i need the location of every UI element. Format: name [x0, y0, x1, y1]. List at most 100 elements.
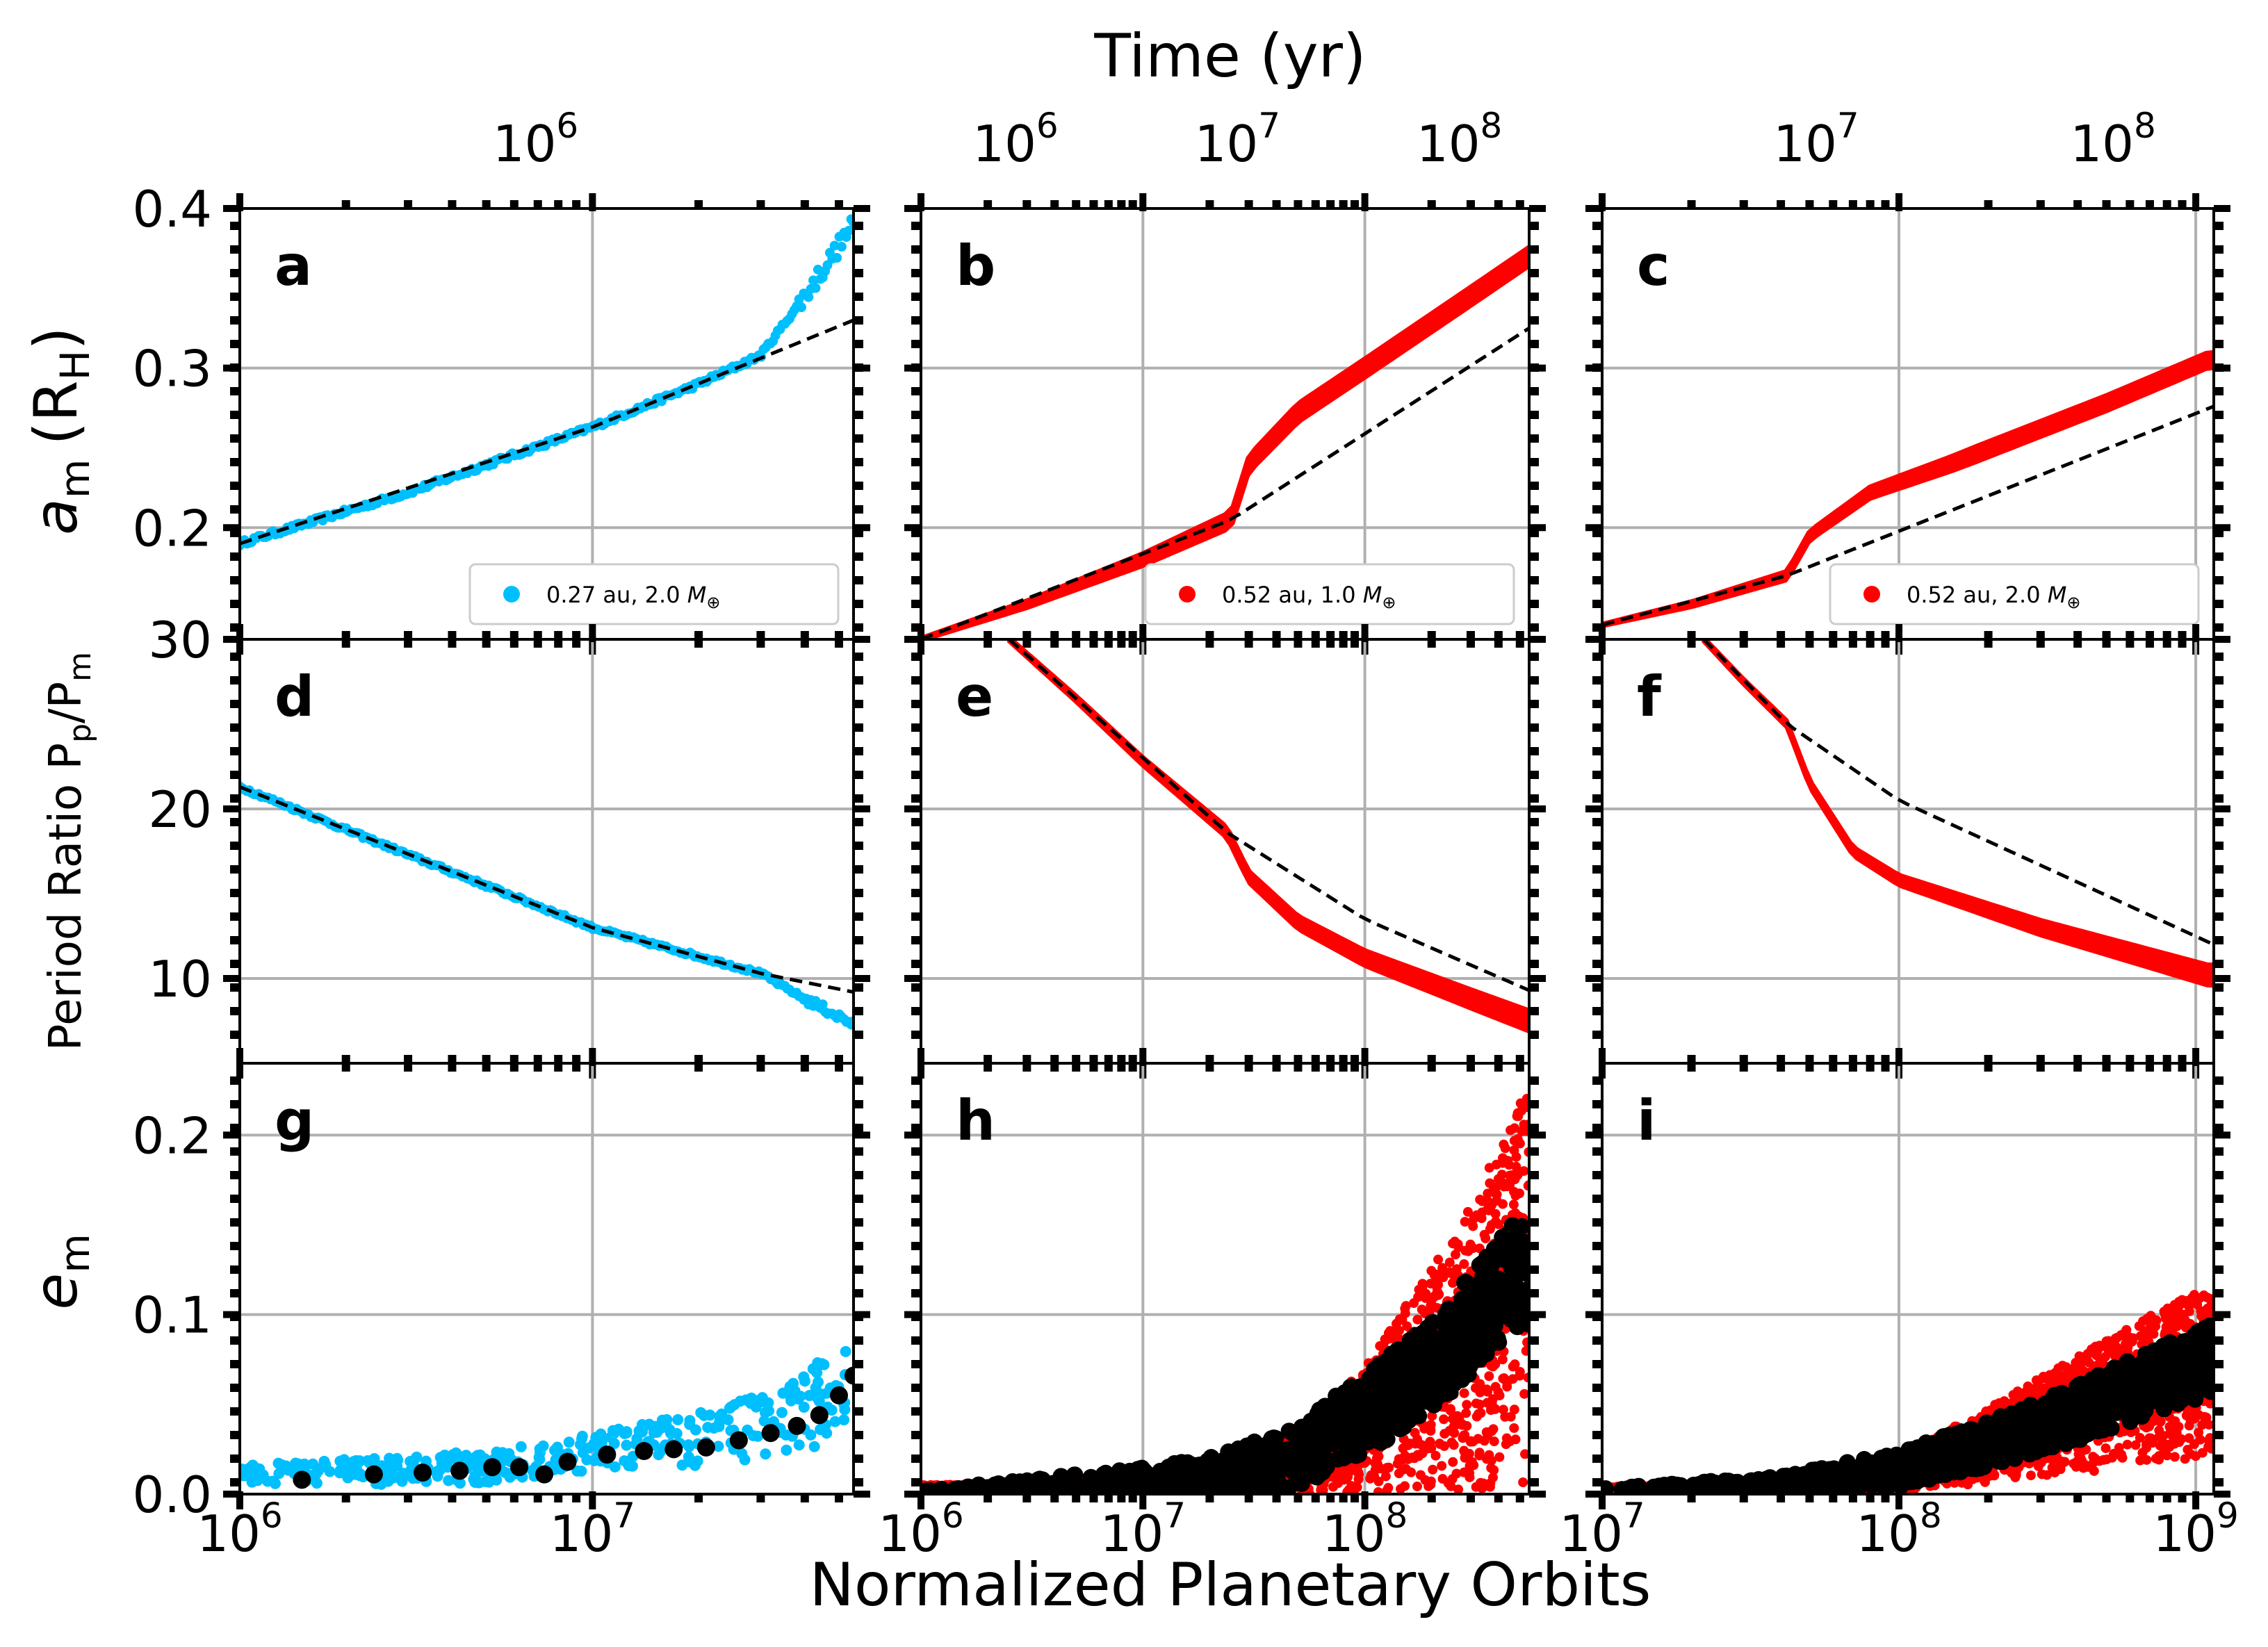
minor-tick-y [230, 960, 240, 968]
mean-point [450, 1461, 469, 1480]
minor-tick-y [911, 1455, 921, 1463]
data-point [382, 1475, 394, 1487]
minor-tick-y [854, 1007, 863, 1015]
data-point [1452, 1411, 1462, 1421]
minor-tick-y [854, 505, 863, 514]
minor-tick-x [404, 1493, 413, 1502]
data-point [1510, 1434, 1521, 1445]
data-point [695, 1407, 707, 1418]
major-tick-y [1529, 524, 1546, 532]
mean-point [1038, 1478, 1055, 1494]
minor-tick-x [1311, 1493, 1320, 1502]
x-tick-label: 106 [878, 1496, 963, 1563]
data-point [240, 1463, 247, 1475]
mean-point [1337, 1392, 1355, 1409]
minor-tick-x [341, 631, 350, 641]
data-point [1382, 1462, 1392, 1473]
minor-tick-y [911, 1031, 921, 1039]
mean-point [1344, 1429, 1361, 1447]
data-point [760, 1448, 772, 1460]
minor-tick-y [230, 676, 240, 685]
minor-tick-x [554, 200, 563, 210]
data-point [491, 1446, 503, 1458]
major-tick-x [589, 193, 596, 211]
panel-b: b0.52 au, 1.0 M⊕ [904, 193, 1546, 655]
data-point [1460, 1452, 1470, 1463]
mean-point [788, 1416, 806, 1435]
data-point [832, 253, 842, 263]
minor-tick-y [854, 1455, 863, 1463]
minor-tick-y [230, 340, 240, 348]
data-point [1430, 1450, 1441, 1461]
data-point [704, 1409, 716, 1421]
minor-tick-y [1529, 889, 1539, 897]
minor-tick-x [1104, 200, 1113, 210]
minor-tick-y [911, 865, 921, 874]
data-point [844, 225, 854, 236]
panel-frame [238, 1062, 855, 1496]
mean-point [1246, 1433, 1263, 1450]
data-point [1426, 1425, 1436, 1436]
minor-tick-y [911, 700, 921, 708]
minor-tick-x [1326, 200, 1335, 210]
data-point [1497, 1354, 1508, 1365]
major-tick-x [1139, 193, 1147, 211]
major-tick-y [904, 1311, 921, 1318]
data-point [1502, 1382, 1512, 1392]
major-tick-y [904, 975, 921, 982]
minor-tick-x [1104, 1493, 1113, 1502]
minor-tick-y [1529, 1289, 1539, 1297]
y-tick-label: 0.2 [132, 499, 212, 557]
data-layer [921, 1093, 1529, 1494]
minor-tick-x [1466, 1493, 1475, 1502]
minor-tick-y [1529, 1100, 1539, 1108]
data-point [608, 1438, 620, 1450]
minor-tick-x [448, 200, 457, 210]
mean-point [1440, 1323, 1458, 1341]
minor-tick-y [1529, 865, 1539, 874]
data-point [1487, 1473, 1498, 1483]
data-point [619, 1427, 630, 1439]
major-tick-y [1529, 1131, 1546, 1139]
minor-tick-y [230, 434, 240, 443]
minor-tick-y [854, 623, 863, 632]
data-point [1353, 1469, 1364, 1480]
minor-tick-y [230, 293, 240, 301]
minor-tick-y [854, 411, 863, 419]
major-tick-y [223, 205, 240, 212]
minor-tick-y [854, 340, 863, 348]
y-tick-label: 0.1 [132, 1286, 212, 1345]
minor-tick-y [230, 1100, 240, 1108]
minor-tick-y [911, 340, 921, 348]
minor-tick-y [1529, 1124, 1539, 1132]
panel-e: e [904, 624, 1546, 1079]
panel-label-h: h [956, 1088, 995, 1153]
minor-tick-y [911, 1218, 921, 1227]
mean-point [1503, 1311, 1520, 1328]
minor-tick-y [1529, 293, 1539, 301]
minor-tick-y [854, 889, 863, 897]
major-tick-y [904, 1491, 921, 1498]
minor-tick-y [854, 458, 863, 466]
data-point [1509, 1423, 1519, 1433]
major-tick-y [904, 636, 921, 643]
minor-tick-y [854, 747, 863, 755]
minor-tick-y [1529, 653, 1539, 661]
data-point [1490, 1382, 1501, 1392]
minor-tick-y [230, 552, 240, 561]
minor-tick-y [1529, 818, 1539, 826]
minor-tick-x [1104, 631, 1113, 641]
mean-point [1132, 1463, 1150, 1480]
data-point [273, 1468, 285, 1480]
minor-ticks [230, 1055, 863, 1502]
minor-tick-x [554, 1493, 563, 1502]
legend-marker [1179, 586, 1196, 603]
data-point [1509, 1186, 1519, 1197]
data-point [1445, 1404, 1455, 1414]
major-tick-x [1361, 1491, 1369, 1509]
minor-tick-x [554, 1055, 563, 1065]
minor-tick-x [1339, 631, 1348, 641]
mean-point [1395, 1391, 1412, 1409]
data-point [269, 1477, 281, 1489]
minor-tick-y [911, 1384, 921, 1392]
